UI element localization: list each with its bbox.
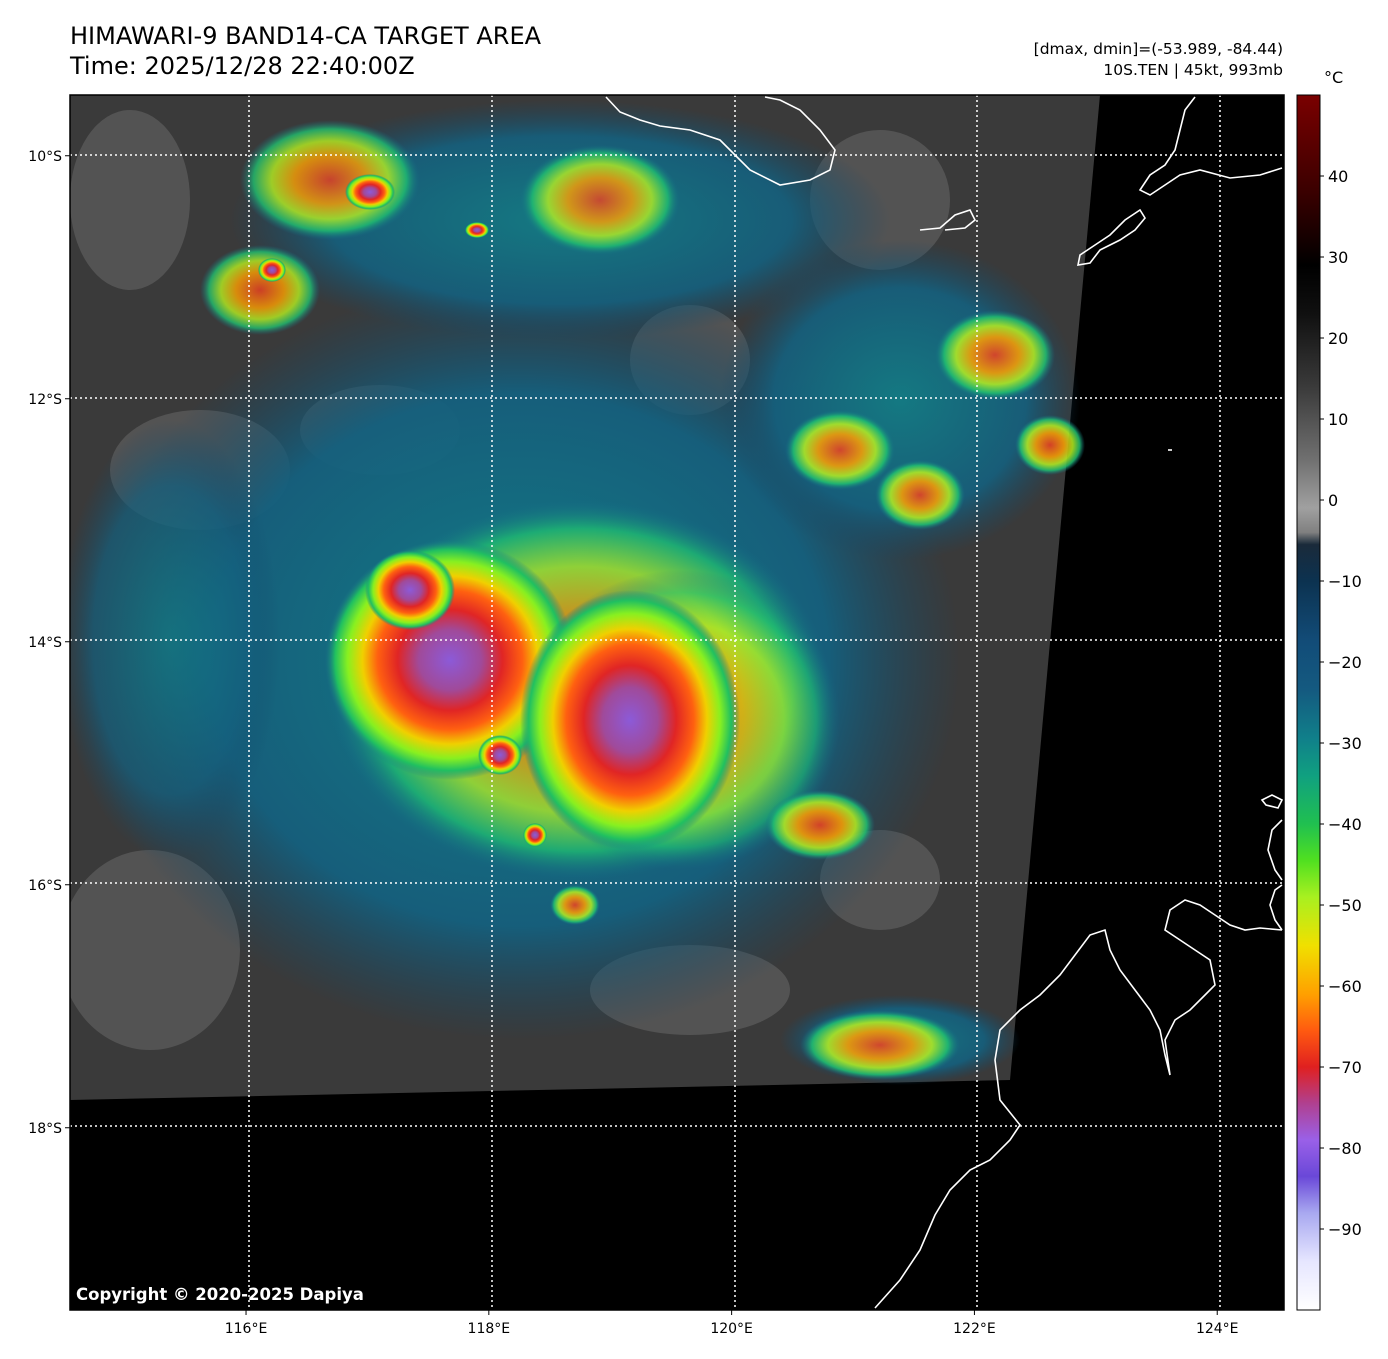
cold-cloud-tops: [258, 174, 740, 850]
storm-info: 10S.TEN | 45kt, 993mb: [1103, 61, 1283, 79]
colorbar-tick-label: 10: [1328, 410, 1348, 429]
copyright-text: Copyright © 2020-2025 Dapiya: [76, 1285, 364, 1304]
longitude-label: 122°E: [953, 1321, 996, 1337]
grid-lines: [70, 95, 1284, 1310]
longitude-label: 124°E: [1196, 1321, 1239, 1337]
latitude-label: 12°S: [28, 392, 62, 408]
longitude-labels: 116°E 118°E 120°E 122°E 124°E: [225, 1310, 1239, 1337]
latitude-labels: 10°S 12°S 14°S 16°S 18°S: [28, 149, 70, 1137]
colorbar: [1296, 94, 1321, 1311]
latitude-label: 16°S: [28, 878, 62, 894]
map-frame: [69, 94, 1285, 1311]
colorbar-tick-label: −40: [1328, 815, 1362, 834]
colorbar-tick-label: 40: [1328, 167, 1348, 186]
colorbar-tick-label: −70: [1328, 1058, 1362, 1077]
colorbar-tick-label: 30: [1328, 248, 1348, 267]
colorbar-tick-label: −90: [1328, 1220, 1362, 1239]
temperature-range-info: [dmax, dmin]=(-53.989, -84.44): [1033, 40, 1283, 58]
colorbar-unit: °C: [1324, 68, 1344, 87]
longitude-label: 116°E: [225, 1321, 268, 1337]
colorbar-tick-labels: 40 30 20 10 0 −10 −20 −30 −40 −50 −60 −70 −80 −90: [1320, 167, 1362, 1239]
colorbar-tick-label: −10: [1328, 572, 1362, 591]
longitude-label: 118°E: [468, 1321, 511, 1337]
longitude-label: 120°E: [710, 1321, 753, 1337]
satellite-imagery: [70, 95, 1284, 1310]
latitude-label: 10°S: [28, 149, 62, 165]
colorbar-tick-label: 0: [1328, 491, 1338, 510]
map-time: Time: 2025/12/28 22:40:00Z: [70, 52, 415, 80]
colorbar-tick-label: −80: [1328, 1139, 1362, 1158]
coastlines: [605, 96, 1284, 1309]
latitude-label: 18°S: [28, 1121, 62, 1137]
colorbar-tick-label: −50: [1328, 896, 1362, 915]
colorbar-tick-label: −60: [1328, 977, 1362, 996]
colorbar-tick-label: 20: [1328, 329, 1348, 348]
map-title: HIMAWARI-9 BAND14-CA TARGET AREA: [70, 22, 542, 50]
colorbar-tick-label: −30: [1328, 734, 1362, 753]
latitude-label: 14°S: [28, 635, 62, 651]
colorbar-tick-label: −20: [1328, 653, 1362, 672]
